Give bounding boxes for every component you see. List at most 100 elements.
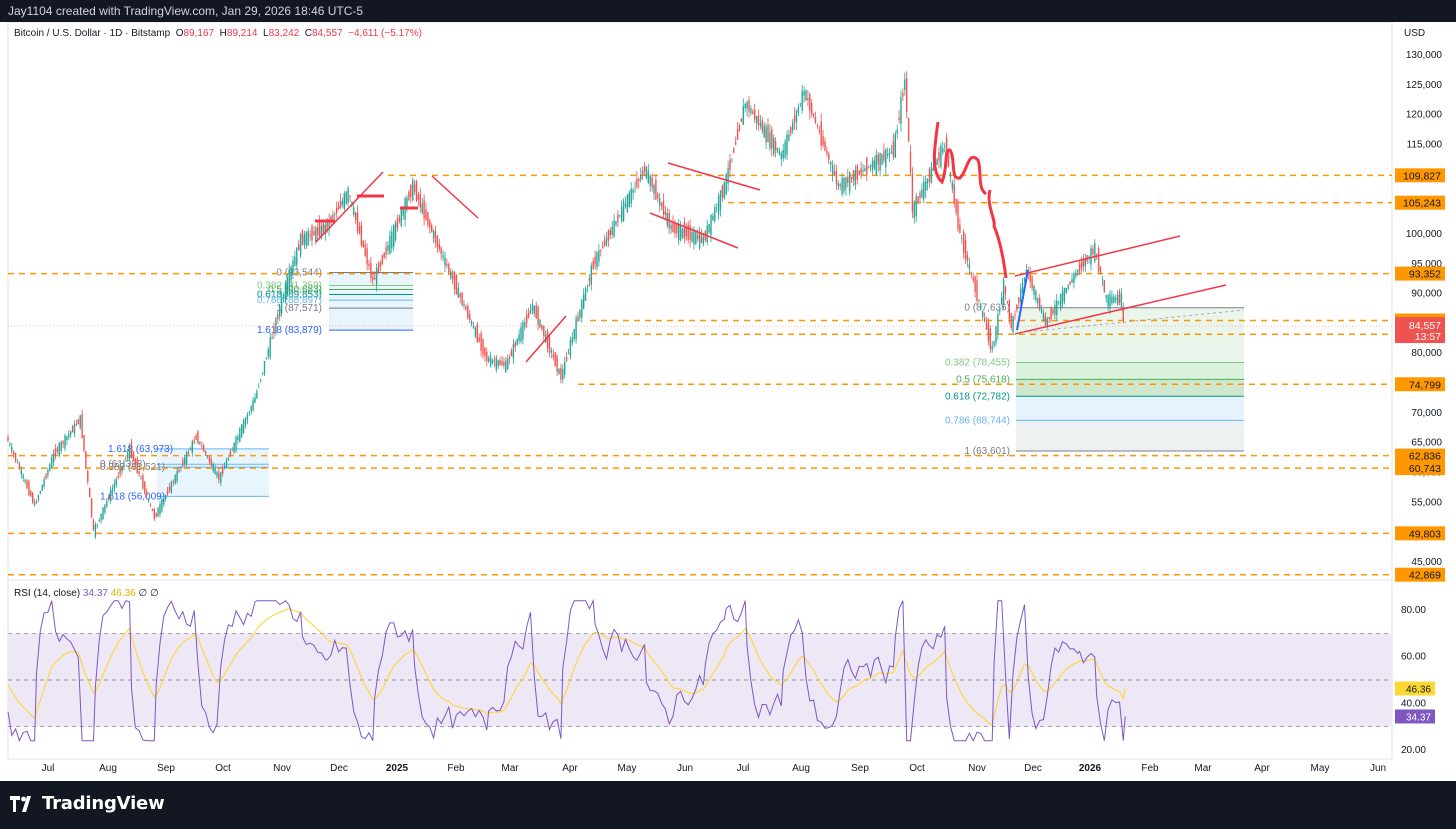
candle-body — [98, 520, 100, 522]
level-price-tag — [1395, 526, 1445, 541]
candle-body — [282, 294, 285, 299]
candle-body — [735, 141, 737, 145]
candle-body — [890, 151, 893, 153]
candle-body — [136, 458, 138, 474]
candle-body — [868, 166, 870, 168]
candle-body — [201, 445, 203, 447]
currency-label[interactable]: USD — [1404, 28, 1426, 39]
candle-body — [501, 361, 503, 366]
candle-body — [659, 198, 661, 205]
price-chart[interactable]: 0 (87,636) 0.382 (78,455) 0.5 (75,618) 0.61… — [0, 22, 1456, 781]
fib-mid-label: 1.618 (83,879) — [257, 325, 322, 336]
candle-body — [803, 91, 805, 96]
time-tick-label: Apr — [562, 763, 578, 774]
candle-body — [617, 214, 619, 223]
candle-body — [191, 441, 193, 453]
candle-body — [315, 227, 317, 242]
time-tick-label: Dec — [330, 763, 348, 774]
candle-body — [938, 152, 940, 161]
tradingview-logo[interactable]: TradingView — [10, 793, 165, 814]
candle-body — [942, 148, 944, 153]
candle-body — [630, 188, 632, 204]
candle-body — [317, 227, 319, 235]
candle-body — [254, 397, 256, 403]
candle-body — [776, 147, 779, 153]
candle-body — [1111, 296, 1113, 304]
candle-body — [64, 435, 66, 449]
candle-body — [928, 169, 931, 182]
candle-body — [784, 141, 786, 158]
candle-body — [989, 328, 991, 349]
candle-body — [611, 226, 613, 235]
rsi-tick-label: 40.00 — [1401, 698, 1426, 709]
candle-body — [596, 252, 598, 268]
candle-body — [360, 224, 363, 246]
fib-left-label: 1.618 (56,009) — [100, 491, 165, 502]
price-tick-label: 100,000 — [1406, 229, 1443, 240]
candle-body — [569, 340, 572, 357]
candle-body — [465, 306, 467, 311]
time-tick-label: Jul — [42, 763, 55, 774]
candle-body — [328, 219, 330, 229]
candle-body — [1096, 253, 1098, 255]
candle-body — [480, 333, 482, 351]
candle-body — [26, 480, 28, 489]
candle-body — [448, 264, 450, 273]
fib-label: 0.786 (68,744) — [945, 415, 1010, 426]
time-tick-label: Aug — [99, 763, 117, 774]
candle-body — [109, 489, 112, 502]
candle-body — [212, 464, 214, 471]
candle-body — [645, 166, 648, 179]
candle-body — [231, 450, 233, 452]
candle-body — [902, 93, 904, 97]
candle-body — [18, 463, 21, 470]
price-tick-label: 70,000 — [1411, 408, 1442, 419]
high-label: H — [219, 28, 227, 39]
time-tick-label: May — [1311, 763, 1330, 774]
candle-body — [839, 183, 841, 187]
rsi-value-tag-label: 34.37 — [1406, 712, 1431, 723]
candle-body — [1054, 305, 1056, 315]
candle-body — [1018, 297, 1020, 303]
candle-body — [305, 232, 307, 246]
candle-body — [624, 203, 627, 207]
candle-body — [773, 137, 775, 155]
candle-body — [467, 305, 469, 318]
candle-body — [900, 97, 902, 125]
candle-body — [1029, 272, 1031, 282]
candle-body — [330, 216, 332, 223]
candle-body — [73, 423, 76, 434]
rsi-ma-tag-label: 46.36 — [1406, 684, 1431, 695]
candle-body — [1120, 293, 1123, 307]
candle-body — [362, 240, 364, 248]
fib-left-label: 1.618 (63,973) — [108, 444, 173, 455]
candle-body — [161, 499, 163, 512]
candle-body — [672, 222, 674, 233]
candle-body — [505, 360, 507, 373]
candle-body — [993, 341, 995, 346]
fib-zone — [1016, 396, 1244, 421]
candle-body — [1016, 304, 1018, 310]
candle-body — [14, 452, 17, 461]
time-tick-label: Aug — [792, 763, 810, 774]
price-tick-label: 115,000 — [1407, 139, 1443, 150]
candle-body — [681, 228, 684, 238]
candle-body — [166, 490, 169, 495]
candle-body — [13, 451, 15, 455]
candle-body — [457, 287, 459, 298]
candle-body — [837, 183, 839, 187]
candle-body — [885, 148, 887, 168]
candle-body — [647, 170, 649, 183]
candle-body — [383, 252, 385, 258]
candle-body — [518, 334, 520, 341]
candle-body — [877, 154, 879, 165]
candle-body — [537, 306, 539, 325]
candle-body — [214, 467, 216, 475]
candle-body — [180, 466, 182, 469]
candle-body — [56, 448, 59, 452]
candle-body — [170, 481, 173, 493]
candle-body — [1023, 278, 1026, 281]
candle-body — [548, 336, 551, 353]
candle-body — [581, 299, 583, 318]
candle-body — [138, 471, 140, 475]
